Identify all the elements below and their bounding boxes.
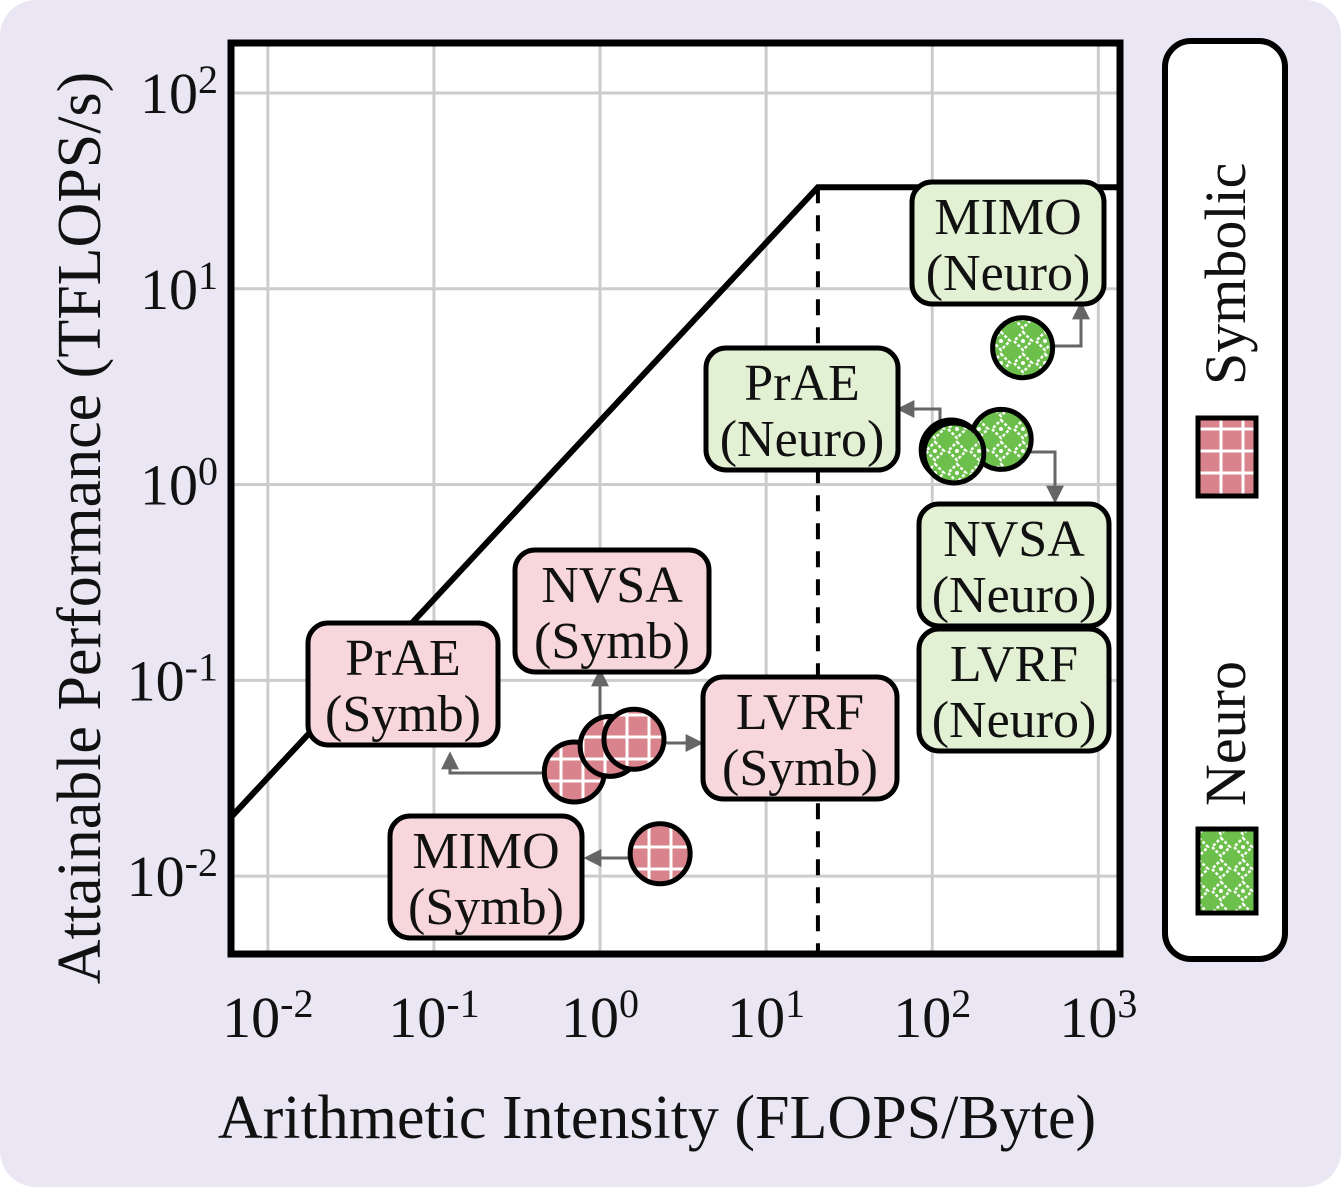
- data-point-symb: [627, 821, 693, 887]
- label-box: [916, 501, 1112, 629]
- x-axis-label: Arithmetic Intensity (FLOPS/Byte): [218, 1084, 1096, 1152]
- data-point-symb: [601, 706, 667, 772]
- label-line-2: (Symb): [325, 686, 481, 743]
- label-line-1: LVRF: [950, 636, 1078, 693]
- legend-swatch-neuro: [1195, 826, 1259, 916]
- x-tick-label: 100: [561, 981, 639, 1050]
- point-label-neuro: PrAE(Neuro): [703, 345, 901, 473]
- plot-frame: [227, 39, 1124, 958]
- y-tick-label: 101: [140, 253, 218, 322]
- legend-swatch-symbolic: [1195, 415, 1259, 499]
- label-box: [916, 626, 1112, 754]
- legend-box: [1162, 38, 1288, 962]
- legend-label-neuro: Neuro: [1193, 661, 1258, 806]
- y-tick-labels: 10-2 10-1 100 101 102: [127, 57, 218, 909]
- x-tick-labels: 10-2 10-1 100 101 102 103: [222, 981, 1137, 1050]
- point-label-neuro: MIMO(Neuro): [909, 179, 1107, 307]
- data-points: [541, 315, 1056, 887]
- legend: Symbolic Neuro: [1162, 38, 1288, 962]
- point-label-symb: LVRF(Symb): [700, 674, 900, 802]
- label-line-2: (Symb): [534, 613, 690, 670]
- label-line-1: LVRF: [736, 684, 864, 741]
- label-line-2: (Neuro): [932, 567, 1097, 624]
- label-box: [512, 547, 712, 675]
- point-label-symb: PrAE(Symb): [305, 620, 501, 748]
- y-tick-label: 102: [140, 57, 218, 126]
- x-tick-label: 102: [893, 981, 971, 1050]
- label-line-1: NVSA: [943, 511, 1085, 568]
- x-tick-label: 10-1: [388, 981, 479, 1050]
- label-box: [703, 345, 901, 473]
- y-tick-label: 100: [140, 449, 218, 518]
- label-line-1: MIMO: [934, 189, 1081, 246]
- x-tick-label: 10-2: [222, 981, 313, 1050]
- point-label-neuro: LVRF(Neuro): [916, 626, 1112, 754]
- label-line-2: (Symb): [722, 740, 878, 797]
- point-label-neuro: NVSA(Neuro): [916, 501, 1112, 629]
- data-point-neuro: [921, 420, 987, 486]
- label-box: [305, 620, 501, 748]
- y-tick-label: 10-2: [127, 840, 218, 909]
- point-label-symb: MIMO(Symb): [387, 813, 585, 941]
- label-line-1: PrAE: [744, 355, 860, 412]
- y-tick-label: 10-1: [127, 644, 218, 713]
- point-label-symb: NVSA(Symb): [512, 547, 712, 675]
- x-tick-label: 103: [1059, 981, 1137, 1050]
- label-box: [387, 813, 585, 941]
- y-axis-label: Attainable Performance (TFLOPS/s): [46, 72, 114, 985]
- label-line-1: NVSA: [541, 557, 683, 614]
- label-line-1: MIMO: [412, 823, 559, 880]
- data-point-neuro: [990, 315, 1056, 381]
- point-labels: PrAE(Symb)NVSA(Symb)LVRF(Symb)MIMO(Symb)…: [305, 179, 1112, 941]
- leader-arrow: [1020, 450, 1064, 504]
- x-tick-label: 101: [727, 981, 805, 1050]
- legend-label-symbolic: Symbolic: [1193, 163, 1258, 385]
- label-line-2: (Neuro): [720, 411, 885, 468]
- label-line-1: PrAE: [345, 630, 461, 687]
- leader-arrow: [441, 751, 580, 775]
- label-line-2: (Neuro): [926, 245, 1091, 302]
- label-line-2: (Neuro): [932, 692, 1097, 749]
- label-box: [909, 179, 1107, 307]
- label-line-2: (Symb): [408, 879, 564, 936]
- label-box: [700, 674, 900, 802]
